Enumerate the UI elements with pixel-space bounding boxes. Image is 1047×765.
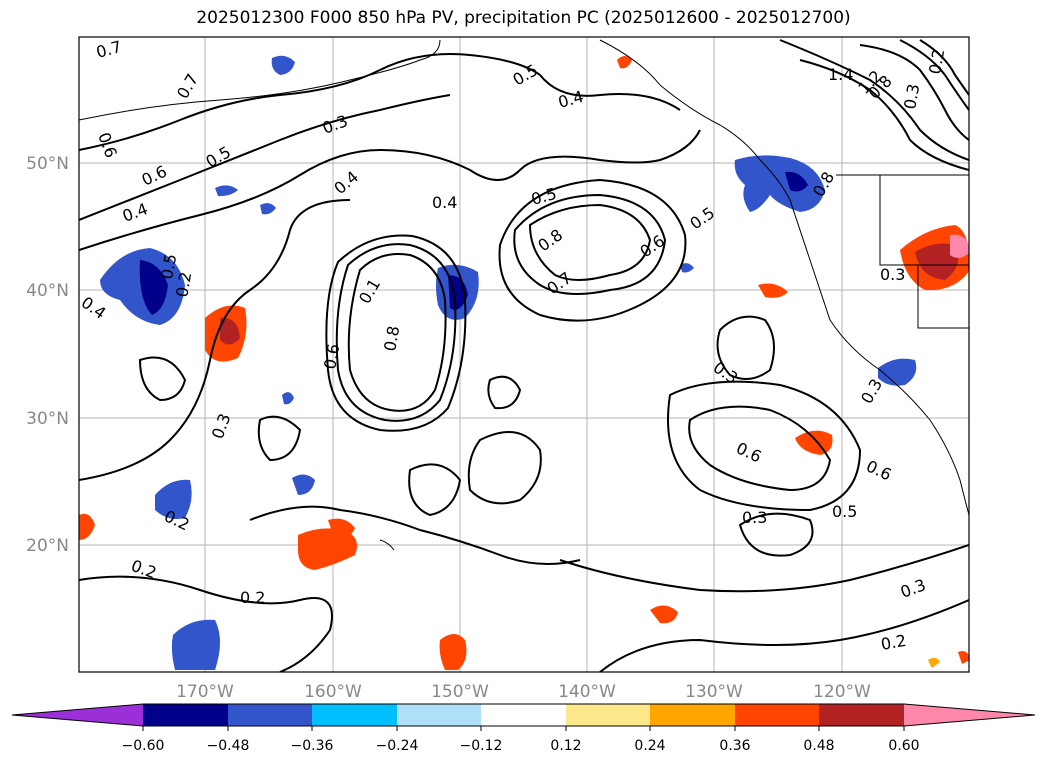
lon-label: 150°W: [431, 682, 489, 702]
map-frame: [78, 36, 970, 673]
colorbar-segment: [481, 704, 566, 726]
coastlines: [79, 39, 969, 551]
lon-label: 160°W: [304, 682, 362, 702]
contour-label: 0.2: [925, 47, 948, 75]
colorbar-tick-label: −0.36: [291, 738, 334, 754]
colorbar-segment: [228, 704, 312, 726]
lat-label: 40°N: [26, 281, 69, 301]
contour-label: 0.2: [879, 631, 907, 654]
contour-label: 0.4: [432, 193, 457, 212]
map-title: 2025012300 F000 850 hPa PV, precipitatio…: [196, 8, 851, 28]
colorbar-extend-high: [904, 704, 1035, 726]
colorbar-segment: [312, 704, 397, 726]
contour-label: 0.2: [240, 588, 265, 607]
contour-label: 0.2: [172, 270, 195, 298]
lat-label: 20°N: [26, 536, 69, 556]
contour-label: 0.5: [832, 502, 857, 521]
colorbar-segment: [819, 704, 904, 726]
graticule: [79, 37, 969, 672]
colorbar-tick-label: −0.60: [122, 738, 165, 754]
colorbar: −0.60 −0.48 −0.36 −0.24 −0.12 0.12 0.24 …: [11, 703, 1036, 754]
contour-label: 0.6: [320, 342, 343, 370]
colorbar-tick-label: 0.24: [634, 738, 665, 754]
contour-label: 0.5: [157, 252, 180, 280]
contour-label: 0.3: [742, 508, 767, 527]
colorbar-tick-label: 0.12: [550, 738, 581, 754]
colorbar-tick-label: 0.48: [803, 738, 834, 754]
longitude-labels: 170°W 160°W 150°W 140°W 130°W 120°W: [176, 682, 871, 702]
contour-label: 0.8: [380, 324, 403, 352]
colorbar-tick-label: 0.36: [719, 738, 750, 754]
lon-label: 140°W: [558, 682, 616, 702]
lon-label: 170°W: [176, 682, 234, 702]
pv-contours: [79, 39, 969, 672]
contour-label: 0.3: [900, 82, 923, 110]
lon-label: 120°W: [813, 682, 871, 702]
map-content: 0.7 0.7 0.6 0.6 0.5 0.4 0.4 0.3 0.4 0.4 …: [79, 37, 969, 672]
contour-label: 0.3: [880, 265, 905, 284]
contour-label: 1.4: [828, 65, 853, 84]
colorbar-tick-label: −0.48: [207, 738, 250, 754]
colorbar-extend-low: [12, 704, 143, 726]
colorbar-tick-label: 0.60: [888, 738, 919, 754]
colorbar-segment: [143, 704, 228, 726]
colorbar-segment: [735, 704, 819, 726]
latitude-labels: 50°N 40°N 30°N 20°N: [26, 154, 69, 556]
colorbar-segment: [566, 704, 650, 726]
lon-label: 130°W: [685, 682, 743, 702]
lat-label: 50°N: [26, 154, 69, 174]
colorbar-tick-label: −0.24: [376, 738, 419, 754]
lat-label: 30°N: [26, 409, 69, 429]
colorbar-segment: [650, 704, 735, 726]
colorbar-tick-label: −0.12: [460, 738, 503, 754]
colorbar-segment: [397, 704, 481, 726]
